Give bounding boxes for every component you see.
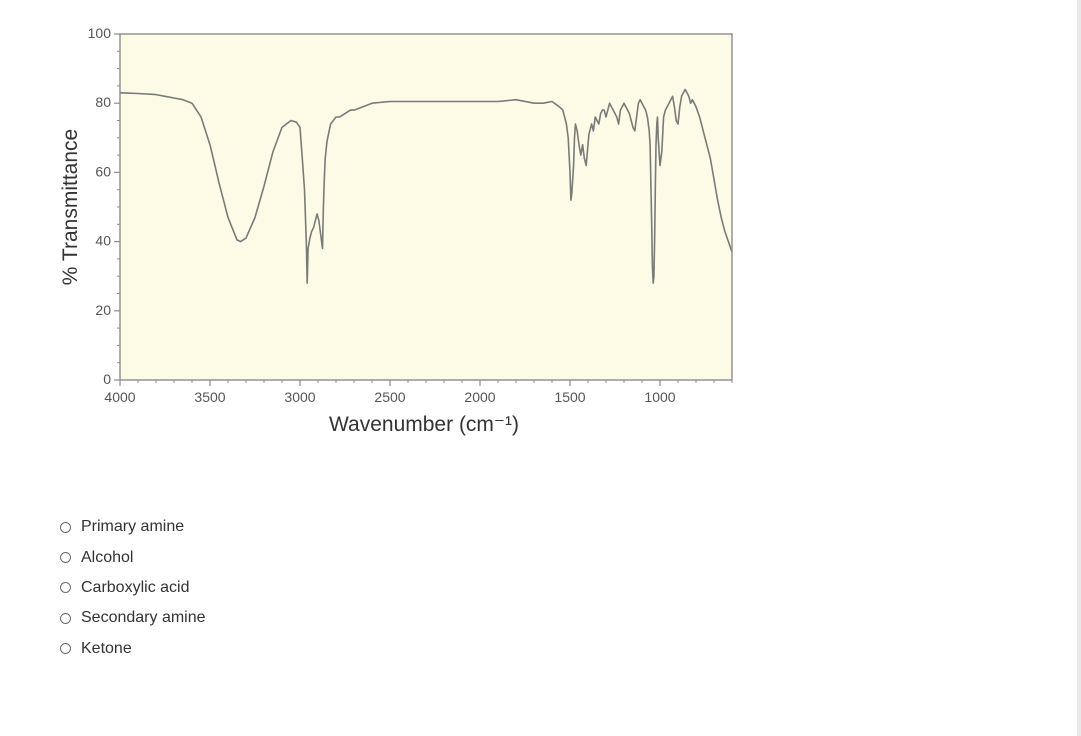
x-axis-minor-ticks: [137, 380, 733, 383]
option-label: Secondary amine: [81, 609, 206, 627]
option-label: Ketone: [81, 639, 132, 657]
option-alcohol[interactable]: Alcohol: [60, 542, 206, 572]
x-axis-ticks: 4000 3500 3000 2500 2000 1500 1000: [104, 380, 676, 405]
y-tick-label: 60: [95, 163, 111, 179]
option-label: Alcohol: [81, 548, 134, 566]
radio-button-icon[interactable]: [60, 582, 71, 594]
x-tick-label: 4000: [104, 389, 135, 405]
plot-area: [120, 34, 732, 380]
y-axis-label: % Transmittance: [59, 129, 82, 285]
y-tick-label: 80: [95, 94, 111, 110]
option-carboxylic-acid[interactable]: Carboxylic acid: [60, 573, 206, 603]
option-secondary-amine[interactable]: Secondary amine: [60, 603, 206, 633]
answer-options: Primary amine Alcohol Carboxylic acid Se…: [60, 512, 206, 664]
radio-button-icon[interactable]: [60, 552, 71, 564]
option-ketone[interactable]: Ketone: [60, 634, 206, 664]
spectrum-trace: [119, 88, 733, 284]
option-label: Primary amine: [81, 518, 185, 536]
option-primary-amine[interactable]: Primary amine: [60, 512, 206, 542]
plot-frame: [119, 33, 733, 381]
y-tick-label: 0: [103, 371, 111, 387]
x-tick-label: 2500: [374, 389, 405, 405]
ir-spectrum-chart: 0 20 40 60 80 100 4000 3500 3000 2500 2000 1500 100…: [59, 25, 733, 436]
x-tick-label: 1500: [554, 389, 585, 405]
x-tick-label: 1000: [644, 389, 675, 405]
x-tick-label: 2000: [464, 389, 495, 405]
y-tick-label: 100: [88, 25, 112, 41]
y-axis-ticks: 0 20 40 60 80 100: [88, 25, 120, 387]
y-tick-label: 20: [95, 302, 111, 318]
x-tick-label: 3000: [284, 389, 315, 405]
x-tick-label: 3500: [194, 389, 225, 405]
scrollbar-track[interactable]: [1077, 0, 1081, 736]
option-label: Carboxylic acid: [81, 578, 190, 596]
radio-button-icon[interactable]: [60, 643, 71, 655]
y-tick-label: 40: [95, 233, 111, 249]
x-axis-label: Wavenumber (cm⁻¹): [329, 413, 519, 436]
radio-button-icon[interactable]: [60, 521, 71, 533]
radio-button-icon[interactable]: [60, 612, 71, 624]
